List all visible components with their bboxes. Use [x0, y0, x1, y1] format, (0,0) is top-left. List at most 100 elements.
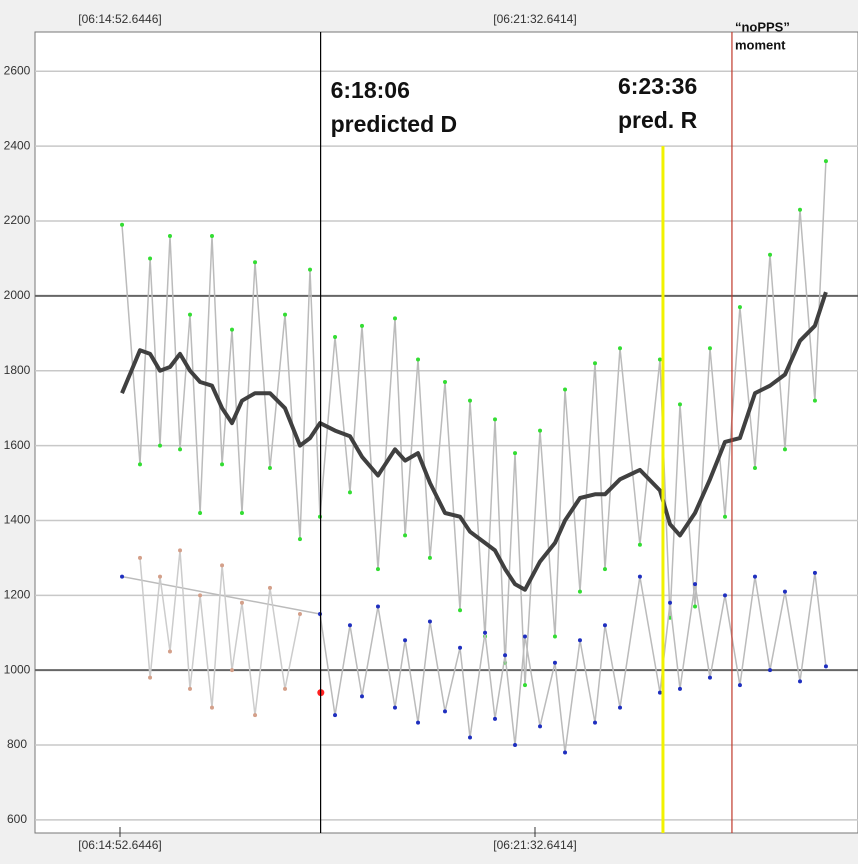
data-point	[416, 720, 421, 725]
data-point	[552, 634, 557, 639]
annotation-text: “noPPS”	[735, 19, 790, 34]
data-point	[427, 555, 432, 560]
data-point	[442, 379, 447, 384]
data-point	[552, 660, 557, 665]
data-point	[137, 462, 142, 467]
data-point	[120, 574, 125, 579]
data-point	[230, 668, 235, 673]
data-point	[267, 585, 272, 590]
data-point	[442, 709, 447, 714]
annotation-text: pred. R	[618, 107, 698, 133]
smoothed-line	[120, 291, 828, 592]
data-point	[253, 713, 258, 718]
data-point	[308, 267, 313, 272]
data-point	[209, 705, 214, 710]
data-point	[317, 514, 322, 519]
x-tick-label-top: [06:21:32.6414]	[493, 12, 576, 26]
data-point	[768, 252, 773, 257]
y-tick-label: 800	[7, 737, 27, 751]
data-point	[513, 451, 518, 456]
data-point	[752, 574, 757, 579]
data-point	[467, 398, 472, 403]
data-point	[178, 548, 183, 553]
data-point	[823, 159, 828, 164]
data-point	[513, 743, 518, 748]
data-point	[239, 510, 244, 515]
data-point	[333, 713, 338, 718]
data-point	[187, 686, 192, 691]
data-point	[593, 720, 598, 725]
data-point	[375, 604, 380, 609]
data-point	[283, 312, 288, 317]
data-point	[493, 716, 498, 721]
y-tick-label: 1800	[4, 363, 31, 377]
data-point	[187, 312, 192, 317]
data-point	[563, 750, 568, 755]
data-point	[467, 735, 472, 740]
y-tick-label: 1400	[4, 513, 31, 527]
data-point	[798, 679, 803, 684]
data-point	[693, 582, 698, 587]
y-tick-label: 600	[7, 812, 27, 826]
data-point	[209, 233, 214, 238]
data-point	[723, 514, 728, 519]
data-point	[677, 402, 682, 407]
data-point	[347, 623, 352, 628]
data-point	[297, 537, 302, 542]
data-point	[297, 612, 302, 617]
data-point	[167, 649, 172, 654]
data-point	[137, 555, 142, 560]
data-point	[522, 634, 527, 639]
data-point	[723, 593, 728, 598]
x-tick-label-bottom: [06:14:52.6446]	[78, 838, 161, 852]
annotation-text: 6:23:36	[618, 73, 697, 99]
data-point	[167, 233, 172, 238]
y-tick-label: 1600	[4, 438, 31, 452]
data-point	[657, 690, 662, 695]
data-point	[737, 305, 742, 310]
data-point	[563, 387, 568, 392]
y-tick-label: 2000	[4, 288, 31, 302]
data-point	[333, 335, 338, 340]
data-point	[538, 724, 543, 729]
data-point	[198, 593, 203, 598]
data-point	[538, 428, 543, 433]
data-point	[493, 417, 498, 422]
data-point	[768, 668, 773, 673]
data-point	[737, 683, 742, 688]
data-point	[657, 357, 662, 362]
data-point	[752, 466, 757, 471]
data-point	[360, 323, 365, 328]
data-point	[416, 357, 421, 362]
data-point	[158, 443, 163, 448]
data-point	[427, 619, 432, 624]
data-point	[317, 612, 322, 617]
data-point	[392, 705, 397, 710]
data-point	[602, 567, 607, 572]
y-tick-label: 2600	[4, 63, 31, 77]
data-point	[707, 675, 712, 680]
data-point	[220, 462, 225, 467]
data-point	[253, 260, 258, 265]
data-point	[577, 638, 582, 643]
data-point	[618, 705, 623, 710]
annotation-text: 6:18:06	[331, 77, 410, 103]
data-point	[637, 574, 642, 579]
data-point	[618, 346, 623, 351]
data-point	[812, 398, 817, 403]
data-point	[707, 346, 712, 351]
data-point	[823, 664, 828, 669]
data-point	[403, 533, 408, 538]
data-point	[360, 694, 365, 699]
data-point	[522, 683, 527, 688]
data-point	[637, 542, 642, 547]
data-point	[458, 608, 463, 613]
data-point	[668, 600, 673, 605]
data-point	[220, 563, 225, 568]
annotation-text: predicted D	[331, 111, 458, 137]
data-point	[239, 600, 244, 605]
data-point	[375, 567, 380, 572]
y-tick-label: 1200	[4, 587, 31, 601]
data-point	[483, 630, 488, 635]
